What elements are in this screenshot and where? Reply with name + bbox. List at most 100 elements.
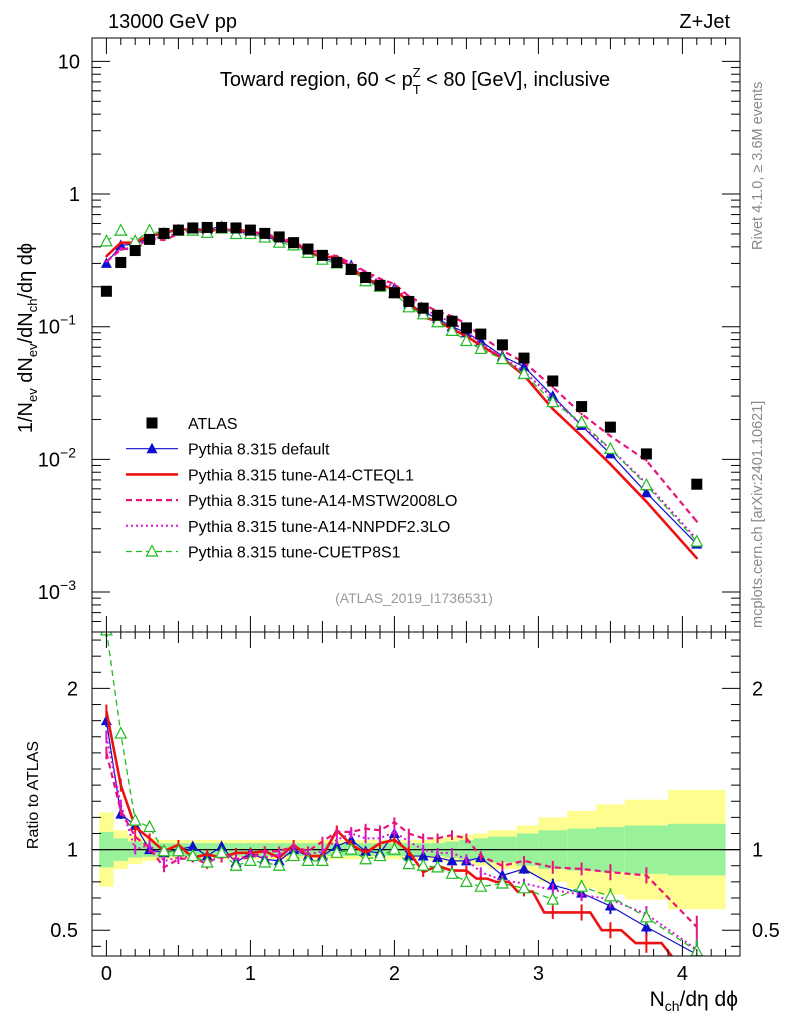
main-y-tick-label: 10−1 xyxy=(38,312,76,339)
x-axis-title-rest: /dη dϕ xyxy=(680,988,738,1011)
main-point-mstw xyxy=(580,412,583,416)
ratio-point-cuetp8s1 xyxy=(416,858,430,871)
ratio-plot-area xyxy=(92,632,740,956)
main-point-cuetp8s1 xyxy=(99,234,113,247)
ratio-point-cuetp8s1 xyxy=(359,851,373,865)
main-line-mstw xyxy=(105,227,698,523)
ratio-point-cuetp8s1 xyxy=(186,848,200,862)
main-point-atlas xyxy=(259,227,271,239)
main-point-atlas xyxy=(158,227,170,239)
main-point-cuetp8s1 xyxy=(495,351,509,365)
main-y-tick-label: 10−3 xyxy=(38,577,76,604)
x-tick-label: 4 xyxy=(677,963,688,985)
ratio-point-cuetp8s1 xyxy=(200,855,214,868)
main-point-atlas xyxy=(244,224,256,236)
main-point-cuetp8s1 xyxy=(431,314,445,328)
main-point-atlas xyxy=(100,285,112,297)
main-point-cteql1 xyxy=(119,241,123,244)
legend-entry-default: Pythia 8.315 default xyxy=(126,442,330,459)
main-point-atlas xyxy=(446,315,458,327)
legend: ATLAS Pythia 8.315 default Pythia 8.315 tu… xyxy=(126,416,457,562)
ratio-y-tick-label-left: 1 xyxy=(67,840,78,862)
ratio-point-cuetp8s1 xyxy=(387,842,401,855)
main-point-cuetp8s1 xyxy=(546,394,560,408)
ratio-point-cuetp8s1 xyxy=(445,866,459,879)
ratio-line-mstw xyxy=(105,752,698,928)
main-title-pre: Toward region, 60 < p xyxy=(220,69,413,91)
x-axis-title-main: N xyxy=(650,988,665,1011)
main-point-atlas xyxy=(547,375,559,387)
main-point-default xyxy=(640,486,652,498)
main-point-nnpdf xyxy=(105,260,108,263)
main-point-cuetp8s1 xyxy=(639,477,653,491)
main-point-atlas xyxy=(640,448,652,460)
main-y-tick-label: 10−2 xyxy=(38,444,76,471)
main-title: Toward region, 60 < pTZ < 80 [GeV], incl… xyxy=(220,65,610,97)
main-point-atlas xyxy=(345,263,357,275)
main-point-atlas xyxy=(576,401,588,413)
x-tick-label: 1 xyxy=(245,963,256,985)
ratio-y-tick-label-left: 2 xyxy=(67,678,78,700)
main-point-atlas xyxy=(374,279,386,291)
main-point-atlas xyxy=(475,328,487,340)
main-point-atlas xyxy=(273,231,285,243)
legend-label-mstw: Pythia 8.315 tune-A14-MSTW2008LO xyxy=(188,493,457,510)
main-point-default xyxy=(518,360,530,372)
main-point-cteql1 xyxy=(695,556,698,560)
main-point-cuetp8s1 xyxy=(603,441,617,454)
ratio-point-cuetp8s1 xyxy=(517,881,531,894)
main-point-atlas xyxy=(201,221,213,233)
main-point-atlas xyxy=(460,322,472,334)
main-point-cuetp8s1 xyxy=(445,323,459,336)
ratio-point-cuetp8s1 xyxy=(157,843,171,857)
main-point-atlas xyxy=(230,222,242,234)
main-point-cuetp8s1 xyxy=(474,341,488,355)
main-point-cteql1 xyxy=(551,407,554,411)
main-point-mstw xyxy=(162,238,166,242)
ratio-point-cuetp8s1 xyxy=(114,726,128,739)
main-y-axis-label: 1/Nev dNev/dNch/dη dϕ xyxy=(15,243,40,433)
main-point-atlas xyxy=(216,221,228,233)
ratio-point-default xyxy=(496,869,508,880)
legend-label-nnpdf: Pythia 8.315 tune-A14-NNPDF2.3LO xyxy=(188,519,450,536)
ratio-point-cuetp8s1 xyxy=(301,853,315,866)
ratio-point-cuetp8s1 xyxy=(402,856,416,870)
main-point-atlas xyxy=(144,233,156,245)
ratio-y-axis-title: Ratio to ATLAS xyxy=(25,741,42,849)
x-tick-label: 2 xyxy=(389,963,400,985)
legend-label-atlas: ATLAS xyxy=(188,416,238,433)
legend-label-default: Pythia 8.315 default xyxy=(188,442,330,459)
x-axis-title: Nch/dη dϕ xyxy=(650,988,738,1014)
analysis-id-label: (ATLAS_2019_I1736531) xyxy=(335,590,493,606)
main-point-atlas xyxy=(388,287,400,299)
ratio-point-cuetp8s1 xyxy=(495,876,509,889)
main-point-atlas xyxy=(316,249,328,261)
main-point-atlas xyxy=(417,302,429,314)
ratio-line-nnpdf xyxy=(105,736,698,951)
main-y-axis-title: 1/Nev dNev/dNch/dη dϕ xyxy=(15,243,40,433)
main-point-cuetp8s1 xyxy=(143,223,157,236)
main-point-cteql1 xyxy=(580,434,583,438)
ratio-point-cuetp8s1 xyxy=(128,813,142,826)
main-panel: 10 1 10−1 10−2 10−3 Toward region, 60 < pTZ … xyxy=(15,37,741,633)
ratio-point-default xyxy=(518,862,530,874)
main-point-cuetp8s1 xyxy=(459,333,473,347)
ratio-panel: 0.5 0.5 1 1 2 2 0 1 2 3 4 Ratio to ATLAS Nch/dη dϕ xyxy=(25,631,780,1014)
main-point-atlas xyxy=(288,237,300,249)
main-plot-area xyxy=(99,220,704,560)
main-title-sup: Z xyxy=(413,65,421,80)
ratio-axes: 0.5 0.5 1 1 2 2 0 1 2 3 4 xyxy=(50,632,780,985)
main-panel-frame xyxy=(91,37,741,633)
main-point-cuetp8s1 xyxy=(575,415,589,428)
legend-marker-cuetp8s1 xyxy=(145,544,159,557)
ratio-point-default xyxy=(446,854,458,866)
main-point-mstw xyxy=(551,386,554,389)
main-point-atlas xyxy=(187,222,199,234)
ratio-point-cuetp8s1 xyxy=(143,819,157,833)
ratio-point-cuetp8s1 xyxy=(229,858,243,871)
main-point-nnpdf xyxy=(119,247,123,250)
main-point-cuetp8s1 xyxy=(114,223,128,236)
legend-entry-nnpdf: Pythia 8.315 tune-A14-NNPDF2.3LO xyxy=(126,519,450,536)
main-point-atlas xyxy=(518,352,530,364)
main-y-tick-label: 10 xyxy=(58,51,80,73)
